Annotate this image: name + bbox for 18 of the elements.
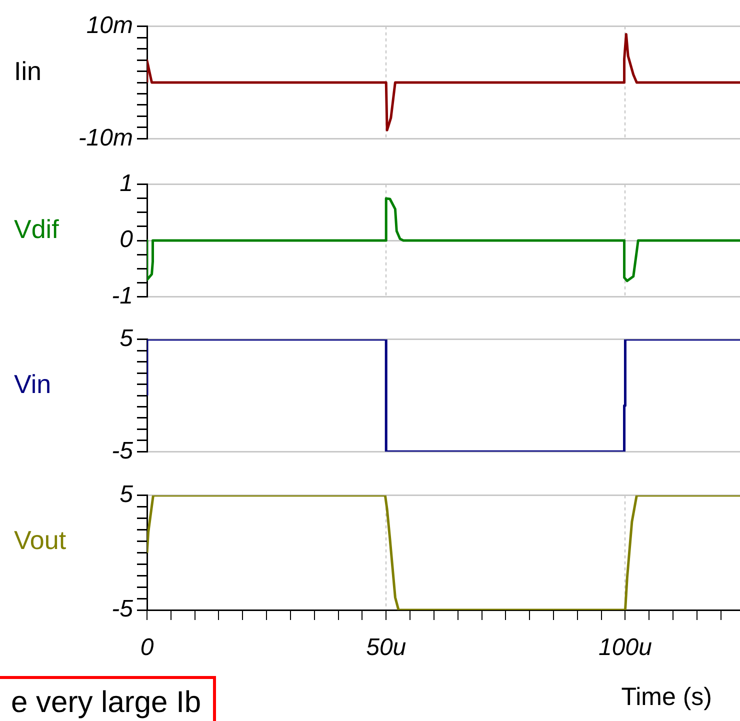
x-tick-label: 100u — [598, 634, 652, 662]
y-tick-label: -1 — [112, 282, 133, 310]
y-tick-label: 5 — [120, 481, 134, 508]
y-axis-title: Iin — [14, 56, 42, 86]
x-tick-label: 50u — [366, 634, 406, 662]
y-tick-label: -5 — [112, 596, 134, 623]
y-tick-label: 10m — [86, 12, 133, 40]
y-tick-label: 5 — [120, 325, 134, 352]
x-tick-label: 0 — [140, 634, 154, 662]
y-tick-label: -10m — [78, 124, 133, 152]
y-axis-title: Vout — [14, 524, 66, 555]
x-axis-title: Time (s) — [621, 683, 712, 712]
y-tick-label: 0 — [120, 226, 134, 254]
y-tick-label: -5 — [112, 437, 134, 464]
y-axis-title: Vdif — [14, 214, 59, 244]
y-tick-label: 1 — [120, 170, 133, 198]
text: e very large Ib — [0, 676, 216, 721]
y-axis-title: Vin — [14, 368, 52, 399]
